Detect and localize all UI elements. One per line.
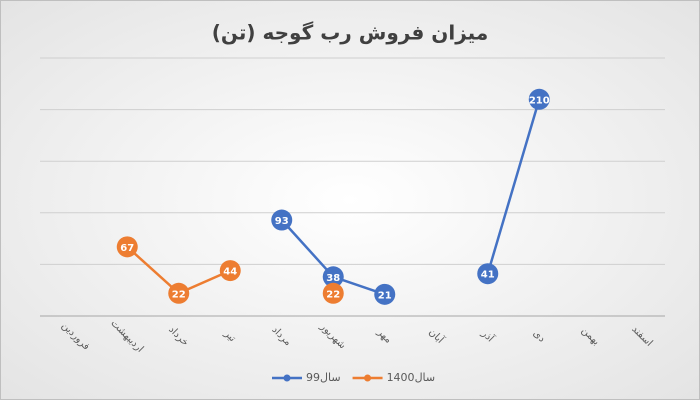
chart-title: میزان فروش رب گوجه (تن): [212, 21, 488, 45]
data-point: [116, 236, 138, 258]
data-point: [477, 263, 499, 285]
data-label: 44: [223, 267, 237, 278]
data-point: [374, 283, 396, 305]
data-label: 210: [529, 95, 550, 106]
data-label: 22: [172, 289, 186, 300]
legend-label: سال1400: [387, 371, 436, 384]
data-label: 93: [275, 216, 289, 227]
data-label: 38: [326, 273, 340, 284]
legend-marker: [283, 374, 291, 382]
data-point: [322, 282, 344, 304]
legend: سال99 سال1400: [272, 371, 435, 384]
data-point: [219, 260, 241, 282]
data-point: [168, 282, 190, 304]
data-label: 22: [326, 289, 340, 300]
data-point: [271, 209, 293, 231]
data-label: 41: [481, 270, 495, 281]
data-point: [528, 88, 550, 110]
data-point: [322, 266, 344, 288]
data-label: 21: [378, 290, 392, 301]
legend-label: سال99: [306, 371, 341, 384]
legend-marker: [364, 374, 372, 382]
data-label: 67: [120, 243, 134, 254]
